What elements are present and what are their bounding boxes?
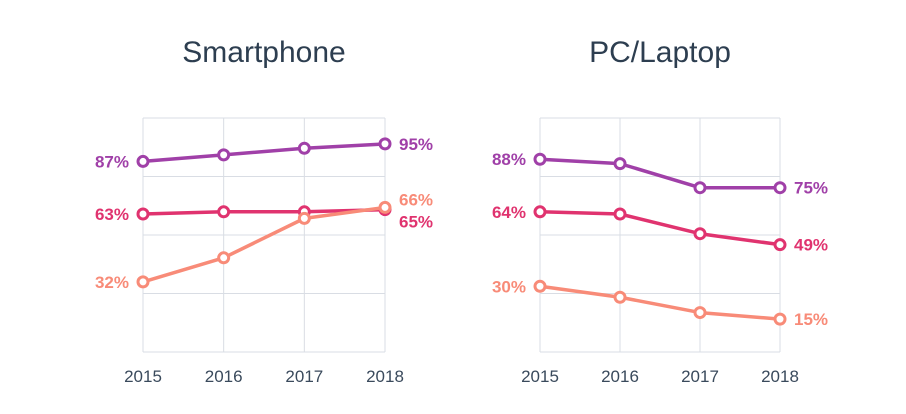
data-point [613,157,627,171]
x-tick-label: 2018 [761,367,799,386]
smartphone-chart: 2015 2016 2017 2018 87% 95% 63% 65% 32% 66% [95,117,433,386]
x-tick-label: 2016 [601,367,639,386]
series-2: 30% 15% [492,277,828,329]
data-point [693,227,707,241]
start-value-label: 30% [492,277,526,296]
data-point [773,181,787,195]
data-point [533,152,547,166]
x-tick-label: 2016 [205,367,243,386]
series-0: 87% 95% [95,135,433,172]
data-point [773,312,787,326]
start-value-label: 32% [95,273,129,292]
series-line [142,207,386,216]
data-point [297,141,311,155]
series-line [539,284,781,321]
x-tick-label: 2017 [681,367,719,386]
series-1: 63% 65% [95,203,433,232]
end-value-label: 66% [399,190,433,209]
series-line [539,210,781,247]
data-point [217,205,231,219]
end-value-label: 75% [794,179,828,198]
start-value-label: 88% [492,150,526,169]
pc-laptop-chart-title: PC/Laptop [589,36,731,69]
series-1: 64% 49% [492,203,828,255]
data-point [378,137,392,151]
x-tick-label: 2017 [285,367,323,386]
start-value-label: 87% [95,152,129,171]
start-value-label: 64% [492,203,526,222]
data-point [217,251,231,265]
x-tick-label: 2015 [521,367,559,386]
series-line [539,157,780,190]
data-point [693,306,707,320]
series-2: 32% 66% [95,190,433,291]
x-tick-label: 2018 [366,367,404,386]
data-point [693,181,707,195]
end-value-label: 49% [794,236,828,255]
x-tick-label: 2015 [124,367,162,386]
pc-laptop-chart: 2015 2016 2017 2018 88% 75% 64% 49% 30% 15% [492,117,828,386]
data-point [217,148,231,162]
data-point [136,207,150,221]
start-value-label: 63% [95,205,129,224]
series-line [142,205,386,284]
smartphone-chart-title: Smartphone [182,36,346,69]
data-point [297,211,311,225]
end-value-label: 95% [399,135,433,154]
data-point [613,290,627,304]
series-0: 88% 75% [492,150,828,197]
data-point [136,275,150,289]
data-point [533,279,547,293]
data-point [136,154,150,168]
end-value-label: 15% [794,310,828,329]
end-value-label: 65% [399,213,433,232]
data-point [533,205,547,219]
data-point [773,238,787,252]
series-line [142,142,386,164]
data-point [378,200,392,214]
data-point [613,207,627,221]
